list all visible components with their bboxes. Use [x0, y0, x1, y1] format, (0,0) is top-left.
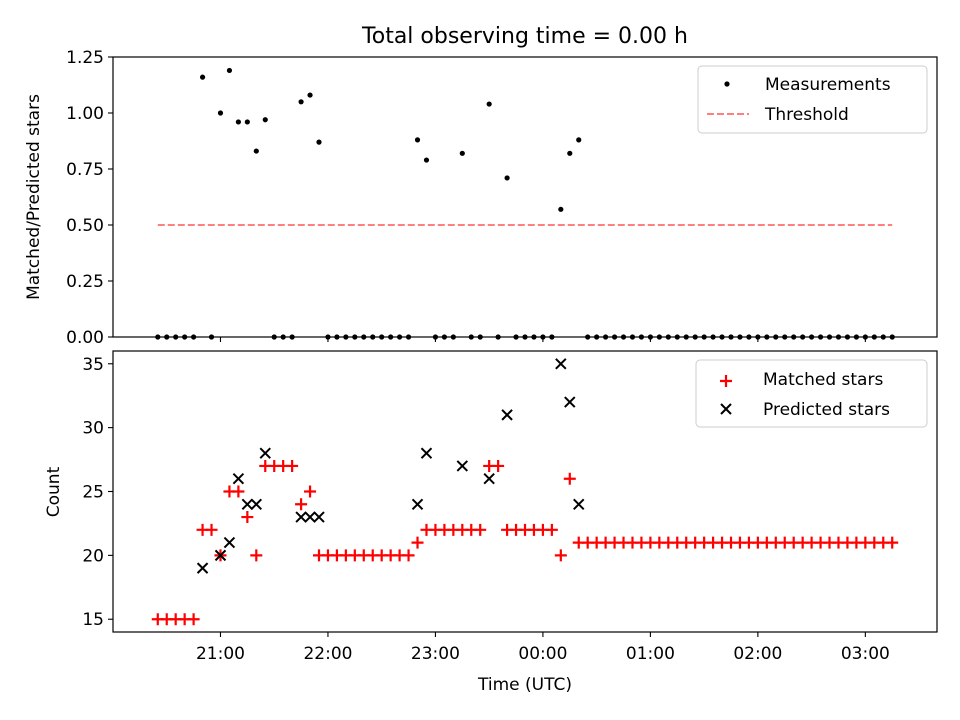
bottom-ytick-label: 20 [82, 546, 104, 566]
top-ytick-label: 0.50 [66, 216, 104, 236]
predicted-star-point [259, 447, 271, 459]
measurement-point [414, 137, 421, 143]
measurement-point [316, 139, 322, 145]
measurement-point [567, 150, 573, 156]
bottom-ytick-label: 35 [82, 355, 104, 375]
bottom-xtick-label: 02:00 [733, 644, 782, 664]
matched-star-point [554, 549, 567, 562]
measurement-point [199, 74, 206, 80]
figure-title: Total observing time = 0.00 h [361, 24, 688, 49]
legend-measurements-marker [724, 81, 730, 87]
bottom-xtick-label: 23:00 [411, 644, 460, 664]
bottom-legend-box [695, 359, 928, 428]
top-ylabel: Matched/Predicted stars [24, 94, 44, 300]
matched-star-point [402, 549, 415, 562]
bottom-xtick-label: 01:00 [626, 644, 675, 664]
top-legend: Measurements Threshold [697, 65, 928, 134]
matched-star-point [492, 459, 505, 472]
predicted-star-point [573, 498, 585, 510]
measurement-point [504, 175, 510, 181]
predicted-star-point [196, 562, 209, 574]
top-axes-frame [112, 56, 938, 338]
matched-star-point [545, 523, 558, 536]
bottom-xtick-label: 03:00 [841, 644, 890, 664]
bottom-panel: 15 20 25 30 35 21:00 22:00 23:00 00:00 01:00 02:00… [44, 350, 938, 695]
legend-measurements-label: Measurements [765, 75, 891, 95]
legend-matched-label: Matched stars [763, 370, 883, 390]
top-panel: 0.00 0.25 0.50 0.75 1.00 1.25 Matched/Predict… [24, 48, 938, 348]
predicted-star-point [223, 536, 236, 549]
bottom-ytick-label: 15 [82, 610, 104, 630]
measurement-point [217, 110, 224, 116]
measurement-point [459, 150, 465, 156]
bottom-axes-frame [112, 350, 938, 633]
matched-star-point [286, 459, 299, 472]
legend-predicted-label: Predicted stars [763, 400, 890, 420]
predicted-star-point [501, 409, 513, 421]
top-ytick-label: 0.25 [66, 272, 104, 292]
predicted-star-point [555, 358, 567, 370]
predicted-star-point [313, 511, 325, 523]
bottom-data-layer [151, 358, 899, 626]
matched-star-point [886, 536, 899, 549]
measurement-point [244, 119, 250, 125]
top-ytick-label: 0.00 [66, 328, 104, 348]
measurement-point [262, 117, 268, 123]
top-ytick-label: 0.75 [66, 160, 104, 180]
measurement-point [235, 119, 241, 125]
predicted-star-point [241, 498, 254, 510]
x-axis-label: Time (UTC) [477, 675, 572, 695]
matched-star-point [241, 511, 254, 524]
matched-star-point [205, 523, 218, 536]
measurement-point [576, 137, 582, 143]
bottom-ytick-label: 30 [82, 419, 104, 439]
matched-star-point [563, 472, 576, 485]
measurement-point [298, 99, 304, 105]
legend-predicted-marker [720, 403, 732, 415]
bottom-xtick-label: 21:00 [196, 644, 245, 664]
bottom-xtick-label: 00:00 [518, 644, 567, 664]
predicted-star-point [420, 447, 433, 459]
matched-star-point [295, 498, 308, 511]
bottom-ylabel: Count [44, 466, 64, 517]
predicted-star-point [214, 549, 227, 562]
matched-star-point [474, 523, 487, 536]
predicted-star-point [295, 511, 307, 523]
measurement-point [558, 206, 564, 212]
measurement-point [253, 148, 259, 154]
matched-star-point [187, 613, 200, 626]
matched-star-point [304, 485, 317, 498]
matched-star-point [232, 485, 245, 498]
legend-matched-marker [720, 375, 732, 387]
predicted-star-point [304, 511, 316, 523]
bottom-legend: Matched stars Predicted stars [695, 359, 928, 428]
measurement-point [423, 157, 430, 163]
measurement-point [226, 67, 233, 74]
predicted-star-point [232, 473, 245, 485]
predicted-star-point [564, 396, 576, 408]
top-ytick-label: 1.25 [66, 48, 104, 68]
predicted-star-point [411, 498, 424, 510]
matched-star-point [250, 549, 263, 562]
predicted-star-point [456, 460, 469, 472]
bottom-ytick-label: 25 [82, 483, 104, 503]
matched-star-point [411, 536, 424, 549]
bottom-tick-layer: 15 20 25 30 35 21:00 22:00 23:00 00:00 01:00 02:00… [82, 355, 889, 664]
top-legend-box [697, 65, 928, 134]
top-tick-layer: 0.00 0.25 0.50 0.75 1.00 1.25 [66, 48, 866, 348]
predicted-star-point [250, 498, 263, 510]
bottom-xtick-label: 22:00 [303, 644, 352, 664]
predicted-star-point [483, 473, 495, 485]
legend-threshold-label: Threshold [764, 105, 849, 125]
top-ytick-label: 1.00 [66, 104, 104, 124]
measurement-point [486, 101, 492, 107]
measurement-point [307, 92, 313, 98]
